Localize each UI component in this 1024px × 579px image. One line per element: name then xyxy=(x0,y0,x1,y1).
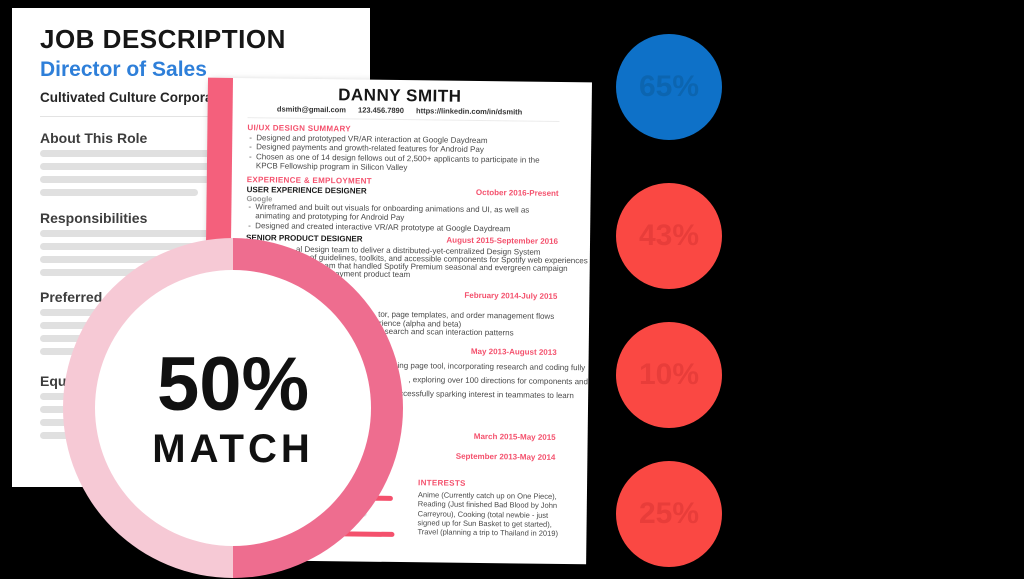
match-label: MATCH xyxy=(152,427,314,471)
stat-circle-red-2: 10% xyxy=(616,322,722,428)
education-date: September 2013-May 2014 xyxy=(455,451,556,462)
summary-bullet: Chosen as one of 14 design fellows out o… xyxy=(249,152,553,174)
divider xyxy=(247,117,560,122)
company-name: Cultivated Culture Corporation xyxy=(40,90,238,105)
resume-interests-section: INTERESTS Anime (Currently catch up on O… xyxy=(417,478,564,538)
resume-experience-heading: EXPERIENCE & EMPLOYMENT xyxy=(246,175,372,186)
placeholder-bar xyxy=(40,256,216,263)
jd-section-heading-about: About This Role xyxy=(40,130,148,146)
job-description-title: JOB DESCRIPTION xyxy=(40,24,286,54)
placeholder-bar xyxy=(40,243,216,250)
match-score-inner-circle: 50% MATCH xyxy=(95,270,371,546)
placeholder-bar xyxy=(40,269,205,276)
job-date: May 2013-August 2013 xyxy=(470,346,557,357)
job-text-fragment: cing page tool, incorporating research a… xyxy=(393,360,586,373)
placeholder-bar xyxy=(40,230,216,237)
placeholder-bar xyxy=(40,189,198,196)
resume-phone: 123.456.7890 xyxy=(357,105,404,116)
stat-circle-blue: 65% xyxy=(616,34,722,140)
job-text-fragment: ccessfully sparking interest in teammate… xyxy=(399,389,574,401)
stat-circle-red-3: 25% xyxy=(616,461,722,567)
stat-circle-red-1: 43% xyxy=(616,183,722,289)
job-date: August 2015-September 2016 xyxy=(446,235,559,246)
jd-section-heading-responsibilities: Responsibilities xyxy=(40,210,148,226)
skill-bar xyxy=(341,531,395,537)
education-date: March 2015-May 2015 xyxy=(473,431,556,442)
interests-text: Anime (Currently catch up on One Piece),… xyxy=(417,490,559,539)
resume-summary-bullets: Designed and prototyped VR/AR interactio… xyxy=(249,133,553,174)
match-percent-value: 50% xyxy=(156,342,310,427)
job-text-fragment: s for search and scan interaction patter… xyxy=(366,326,514,338)
resume-email: dsmith@gmail.com xyxy=(276,104,347,115)
resume-summary-heading: UI/UX DESIGN SUMMARY xyxy=(247,123,351,134)
job-date: October 2016-Present xyxy=(475,187,559,198)
job-date: February 2014-July 2015 xyxy=(464,290,558,301)
divider xyxy=(40,116,216,117)
job-role-title: Director of Sales xyxy=(40,58,207,81)
placeholder-bar xyxy=(40,163,216,170)
job-bullets: Wireframed and built out visuals for onb… xyxy=(248,202,552,234)
job-text-fragment: , exploring over 100 directions for comp… xyxy=(408,375,589,387)
placeholder-bar xyxy=(40,176,216,183)
interests-heading: INTERESTS xyxy=(418,478,466,488)
resume-linkedin-url: https://linkedin.com/in/dsmith xyxy=(415,106,523,117)
placeholder-bar xyxy=(40,150,216,157)
match-score-donut: 50% MATCH xyxy=(63,238,403,578)
